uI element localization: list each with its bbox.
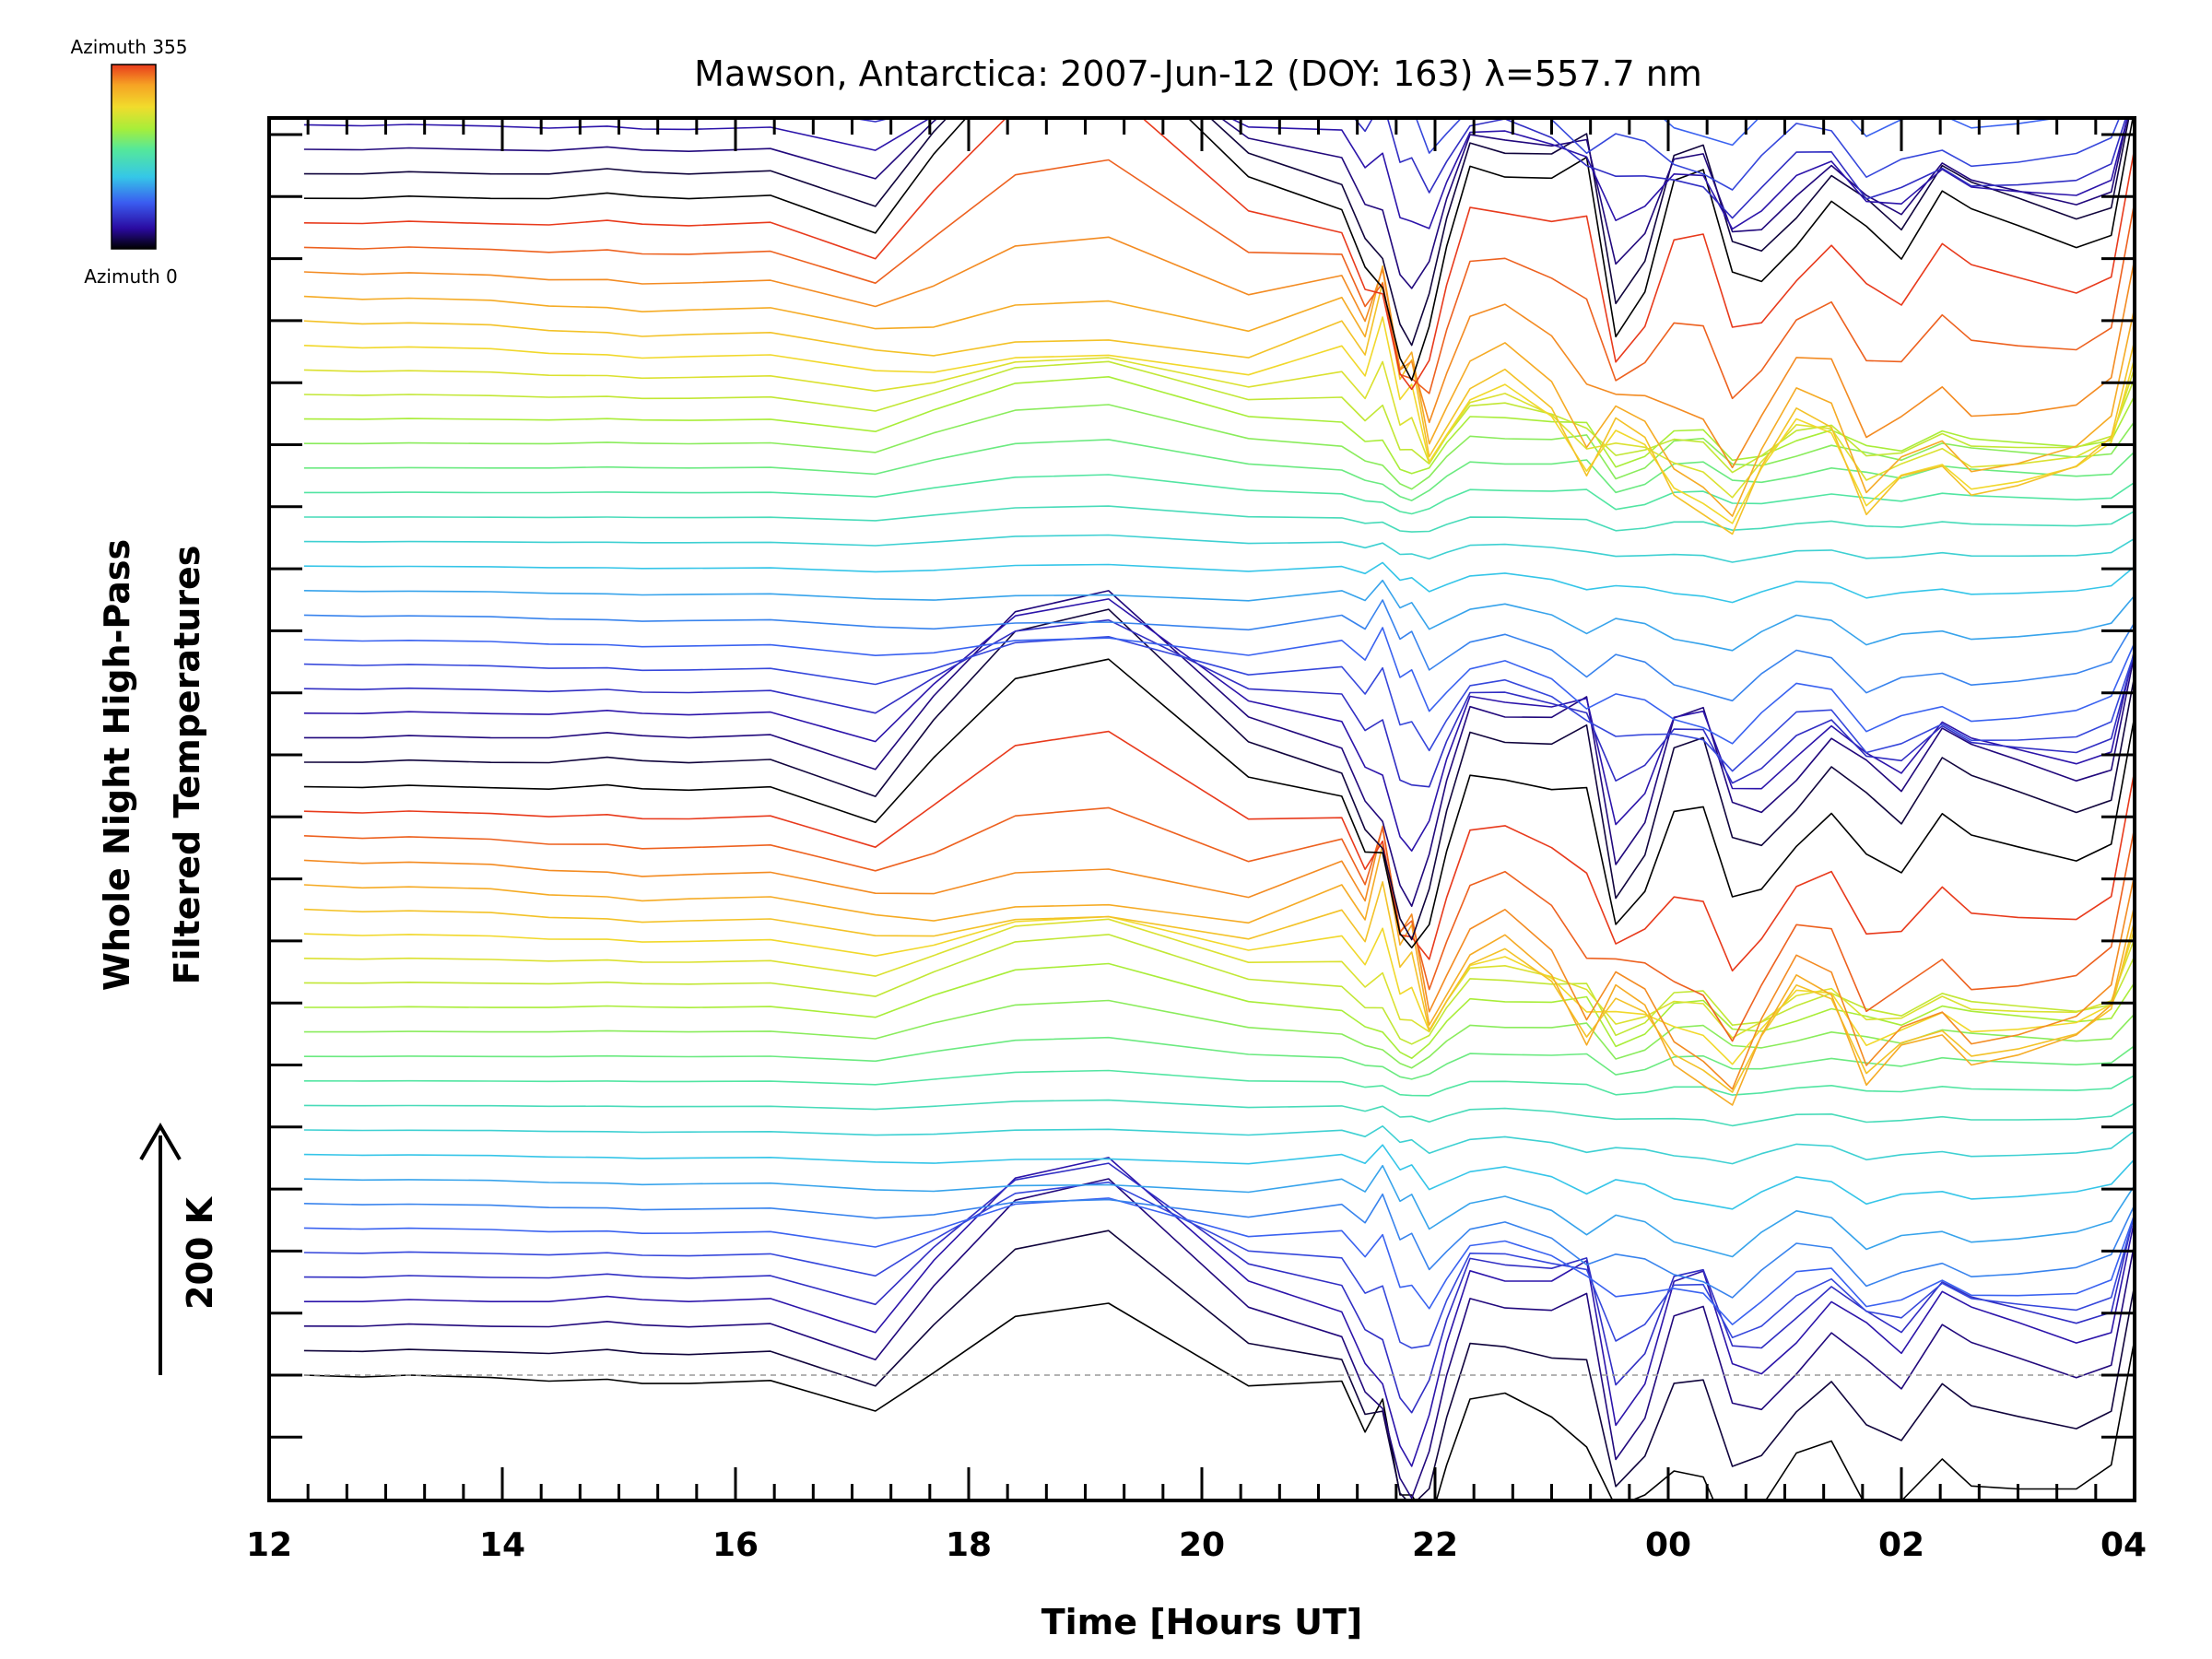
series-line-42	[303, 316, 2135, 524]
series-line-43	[303, 281, 2135, 535]
y-axis-title-line1: Whole Night High-Pass	[97, 539, 137, 991]
chart-title: Mawson, Antarctica: 2007-Jun-12 (DOY: 16…	[694, 53, 1702, 94]
series-line-27	[303, 598, 2135, 852]
series-line-30	[303, 627, 2135, 745]
series-line-52	[847, 118, 2127, 219]
series-line-31	[303, 599, 2135, 702]
series-line-2	[303, 1178, 2135, 1500]
series-line-14	[303, 999, 2135, 1069]
series-line-11	[303, 1099, 2135, 1127]
series-line-7	[303, 1193, 2135, 1299]
series-layer	[303, 0, 2135, 1500]
series-line-49	[303, 118, 2130, 347]
x-tick-label-18: 18	[946, 1526, 992, 1564]
scale-bar-arrow-head	[139, 1123, 182, 1161]
series-line-34	[303, 534, 2135, 563]
series-line-3	[303, 1157, 2135, 1467]
series-line-12	[303, 1069, 2135, 1097]
x-tick-label-16: 16	[712, 1526, 759, 1564]
series-line-20	[303, 843, 2135, 1106]
series-line-36	[303, 474, 2135, 515]
series-line-53	[1415, 118, 2121, 191]
series-line-45	[303, 236, 2135, 469]
series-line-6	[303, 1197, 2135, 1325]
series-line-54	[1583, 118, 2063, 147]
series-line-22	[303, 806, 2135, 1042]
x-axis-title: Time [Hours UT]	[1041, 1602, 1363, 1642]
y-axis-title-line2: Filtered Temperatures	[167, 546, 207, 985]
scale-bar-label: 200 K	[180, 1195, 220, 1310]
series-line-21	[303, 825, 2135, 1090]
series-line-24	[303, 658, 2135, 949]
series-line-15	[303, 962, 2135, 1059]
series-line-9	[303, 1144, 2135, 1210]
x-tick-label-04: 04	[2100, 1526, 2147, 1564]
x-tick-label-12: 12	[246, 1526, 292, 1564]
series-line-19	[303, 881, 2135, 1093]
series-line-25	[303, 608, 2135, 941]
series-line-1	[303, 1230, 2135, 1500]
series-line-56	[304, 0, 2135, 41]
series-line-32	[303, 579, 2135, 652]
series-line-17	[303, 918, 2135, 1039]
x-tick-label-14: 14	[479, 1526, 525, 1564]
series-line-47	[303, 118, 2135, 391]
series-line-44	[303, 265, 2135, 517]
series-line-18	[303, 915, 2135, 1065]
series-line-0	[303, 1302, 2135, 1500]
colorbar	[111, 64, 157, 250]
series-line-28	[303, 618, 2135, 788]
series-line-16	[303, 934, 2135, 1045]
x-tick-label-22: 22	[1412, 1526, 1458, 1564]
series-line-26	[303, 590, 2135, 907]
series-line-48	[303, 118, 2134, 382]
x-tick-label-20: 20	[1179, 1526, 1225, 1564]
series-line-40	[303, 360, 2135, 474]
scale-bar: 200 K	[139, 1123, 220, 1375]
series-line-8	[303, 1164, 2135, 1258]
colorbar-top-label: Azimuth 355	[71, 36, 188, 58]
ticks-layer	[267, 118, 2136, 1500]
series-line-10	[303, 1125, 2135, 1165]
x-tick-label-00: 00	[1645, 1526, 1691, 1564]
colorbar-bottom-label: Azimuth 0	[84, 265, 178, 288]
series-line-39	[303, 376, 2135, 475]
series-line-5	[303, 1181, 2135, 1349]
series-line-33	[303, 561, 2135, 604]
series-line-23	[303, 730, 2135, 972]
series-line-29	[303, 636, 2135, 772]
series-line-35	[303, 505, 2135, 533]
series-line-4	[303, 1162, 2135, 1414]
x-tick-label-02: 02	[1878, 1526, 1924, 1564]
x-tick-labels: 12 14 16 18 20 22 00 02 04	[246, 1526, 2147, 1564]
series-line-46	[303, 159, 2135, 400]
series-line-51	[303, 118, 2128, 230]
